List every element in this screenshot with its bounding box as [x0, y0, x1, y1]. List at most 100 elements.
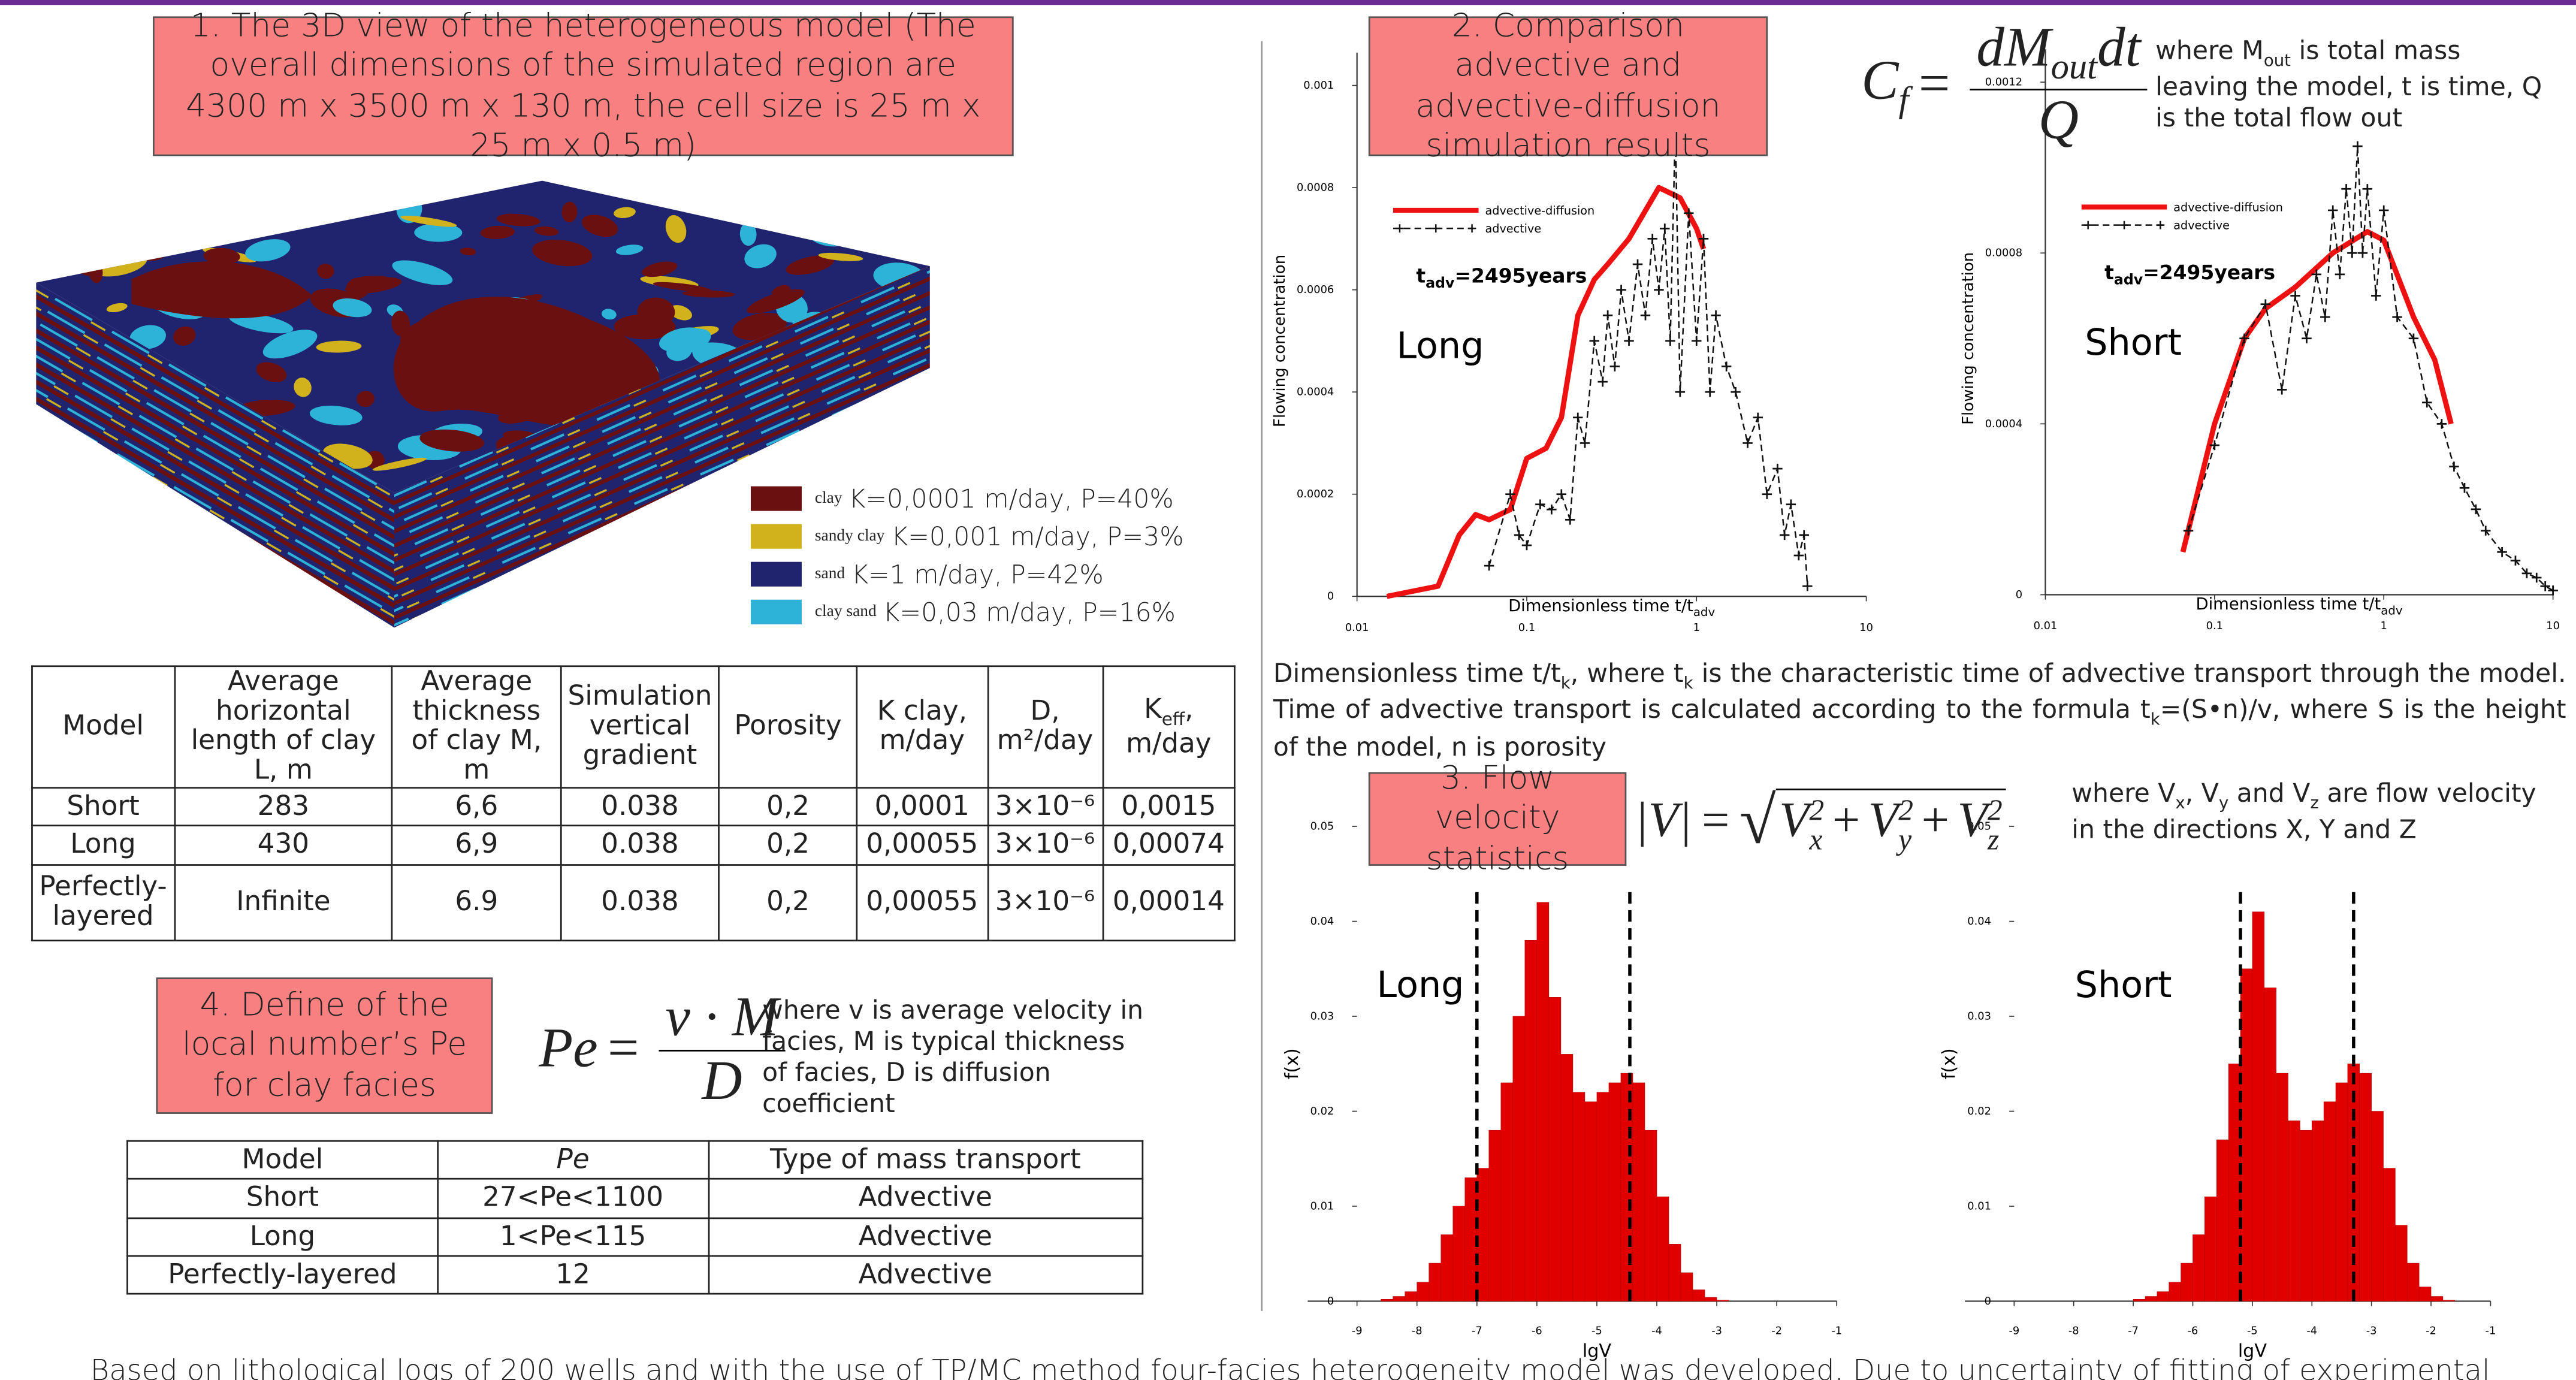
x-tick-label: -8	[1412, 1324, 1423, 1337]
model-patch	[642, 261, 678, 277]
legend-label: advective-diffusion	[2173, 200, 2283, 214]
x-tick-label: 0.01	[1345, 621, 1369, 634]
formula-note: where v is average velocity in facies, M…	[762, 995, 1144, 1119]
bar	[2300, 1130, 2312, 1302]
model-patch	[653, 282, 711, 292]
point-marker	[1514, 530, 1524, 540]
text-run: D, m²/day	[996, 695, 1094, 756]
legend-swatch	[750, 599, 802, 624]
model-patch	[445, 180, 465, 186]
point-marker	[1684, 208, 1694, 218]
denominator: D	[702, 1050, 742, 1112]
bar	[1716, 1300, 1729, 1302]
point-marker	[1665, 336, 1675, 346]
point-marker	[1731, 386, 1741, 397]
superscript: 2	[1898, 793, 1913, 827]
model-patch	[99, 203, 150, 226]
header-cell: Model	[126, 1140, 439, 1180]
point-marker	[1721, 361, 1732, 372]
bar	[1572, 1092, 1586, 1302]
model-patch	[229, 313, 294, 334]
num-sub: out	[2050, 46, 2098, 87]
point-marker	[2327, 205, 2338, 216]
table-cell: Perfectly-layered	[126, 1254, 439, 1295]
point-marker	[1624, 336, 1634, 346]
model-patch	[256, 362, 287, 383]
text-run: =(S•n)/v, where S is the height of the m…	[1273, 695, 2566, 762]
facies-legend: clay K=0,0001 m/day, P=40% sandy clay K=0,0…	[750, 480, 1244, 631]
subscript: k	[2150, 712, 2160, 730]
model-patch	[637, 297, 675, 327]
subscript: k	[1683, 675, 1693, 694]
bar	[1381, 1299, 1393, 1302]
x-tick-label: -2	[1771, 1324, 1782, 1337]
point-marker	[1799, 530, 1809, 540]
point-marker	[2335, 269, 2345, 280]
header-cell: Model	[31, 665, 176, 788]
x-axis-label: lgV	[1583, 1341, 1612, 1362]
model-patch	[419, 429, 484, 452]
model-patch	[106, 303, 128, 313]
x-axis-label: Dimensionless time t/tadv	[1508, 597, 1715, 619]
legend-marker	[1396, 224, 1404, 232]
subscript: y	[1898, 823, 1912, 856]
bar	[2169, 1282, 2181, 1302]
model-patch	[203, 180, 241, 200]
point-marker	[1565, 515, 1575, 525]
section-title: 1. The 3D view of the heterogeneous mode…	[152, 6, 1014, 164]
radical: √ V 2 x + V 2 y + V 2 z	[1740, 787, 2006, 856]
x-tick-label: -1	[2486, 1324, 2496, 1337]
model-patch	[184, 194, 212, 216]
point-marker	[2521, 568, 2532, 579]
model-patch	[105, 197, 141, 225]
x-tick-label: 0.1	[2206, 620, 2223, 632]
point-marker	[1556, 489, 1567, 499]
model-patch	[137, 238, 173, 250]
y-tick-label: 0.05	[1310, 820, 1334, 833]
y-tick-label: 0.0012	[1985, 76, 2022, 89]
subscript: adv	[2381, 603, 2403, 617]
bar	[2181, 1263, 2193, 1302]
legend-name: clay	[814, 490, 842, 508]
peclet-table: Model Pe Type of mass transport Short 27<Pe<…	[126, 1140, 1144, 1295]
point-marker	[1779, 530, 1790, 540]
model-patch	[393, 297, 660, 427]
bar	[1440, 1234, 1454, 1302]
x-axis-label: lgV	[2238, 1341, 2267, 1362]
table-cell: 0,00055	[856, 825, 989, 866]
model-patch	[602, 309, 617, 320]
model-patch	[262, 330, 318, 359]
subscript: adv	[1693, 605, 1716, 619]
legend-marker	[1432, 224, 1440, 232]
y-tick-label: 0.0002	[1297, 488, 1334, 500]
model-patch	[317, 264, 334, 279]
x-tick-label: -7	[2128, 1324, 2139, 1337]
point-marker	[1802, 581, 1813, 591]
table-cell: Advective	[707, 1178, 1144, 1218]
model-patch	[36, 180, 80, 209]
model-patch	[719, 204, 781, 223]
text-run: t	[1416, 264, 1426, 288]
header-row: Model Pe Type of mass transport	[126, 1140, 1144, 1180]
point-marker	[2449, 461, 2459, 472]
bar	[1668, 1244, 1681, 1302]
section-title: 4. Define of the local number’s Pe for c…	[156, 977, 493, 1114]
header-cell: Pe	[437, 1140, 709, 1180]
point-marker	[1535, 499, 1545, 509]
point-marker	[1573, 412, 1583, 423]
point-marker	[1640, 310, 1651, 321]
point-marker	[1698, 234, 1709, 244]
table-cell: 0,0015	[1101, 786, 1236, 827]
legend-name: clay sand	[814, 603, 877, 621]
point-marker	[2290, 291, 2300, 301]
y-tick-label: 0.05	[1967, 820, 1991, 833]
y-tick-label: 0.02	[1310, 1105, 1334, 1118]
text-run: Simulation vertical gradient	[567, 680, 712, 771]
bar	[2145, 1296, 2158, 1302]
model-patch	[669, 305, 692, 321]
point-marker	[2209, 440, 2220, 451]
term-base: V	[1779, 793, 1810, 848]
bar	[1452, 1206, 1466, 1302]
